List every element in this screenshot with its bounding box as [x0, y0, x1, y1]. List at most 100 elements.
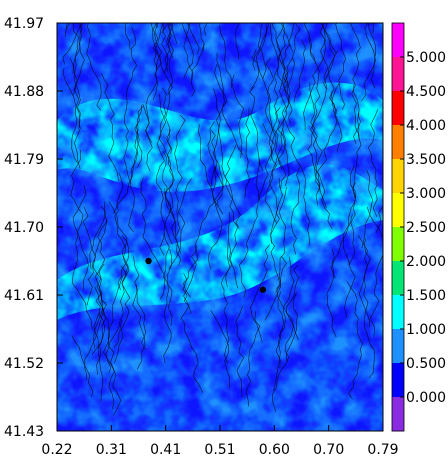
streamline [71, 335, 93, 397]
streamline [326, 248, 337, 338]
colorbar-swatch [392, 397, 404, 432]
streamline [268, 23, 284, 161]
colorbar-swatch [392, 125, 404, 160]
streamline [164, 129, 182, 254]
streamline [107, 274, 124, 410]
streamline [219, 25, 233, 88]
streamline [183, 23, 193, 81]
streamline [361, 169, 373, 249]
streamline [245, 311, 261, 407]
streamline [224, 144, 239, 289]
streamline [90, 0, 103, 15]
colorbar-swatch [392, 295, 404, 330]
streamline [123, 27, 138, 184]
streamline [257, 23, 267, 79]
colorbar-label: 4.000 [406, 118, 446, 134]
streamline [161, 23, 169, 74]
y-tick-label: 41.88 [4, 84, 44, 100]
streamline [71, 23, 83, 164]
streamline [352, 112, 362, 198]
colorbar-swatch [392, 363, 404, 398]
streamline [165, 23, 174, 154]
y-tick-label: 41.70 [4, 220, 44, 236]
streamline [170, 23, 178, 45]
streamline [335, 23, 346, 110]
streamline [290, 167, 301, 255]
colorbar-label: 0.500 [406, 356, 446, 372]
streamline [181, 23, 194, 79]
streamline [190, 43, 205, 97]
streamline [93, 201, 108, 349]
streamline [208, 130, 224, 270]
streamline [132, 256, 146, 370]
x-tick-label: 0.70 [313, 442, 344, 458]
colorbar: 5.000 4.500 4.000 3.500 3.000 2.500 2.000 1.500… [391, 22, 446, 432]
colorbar-swatch [392, 261, 404, 296]
streamline [369, 254, 383, 337]
y-axis: 41.97 41.88 41.79 41.70 41.61 41.52 41.43 [4, 16, 63, 440]
streamline [159, 151, 171, 256]
streamline [346, 281, 363, 400]
y-tick-label: 41.52 [4, 356, 44, 372]
streamline [214, 64, 244, 156]
streamline [239, 159, 261, 298]
x-tick-label: 0.60 [259, 442, 290, 458]
colorbar-label: 1.000 [406, 322, 446, 338]
data-point [259, 286, 267, 293]
streamline [250, 23, 267, 90]
streamline [183, 166, 217, 314]
streamline [307, 82, 333, 230]
streamline [78, 0, 91, 16]
x-tick-label: 0.41 [150, 442, 181, 458]
streamline [72, 23, 79, 74]
streamline [145, 23, 164, 143]
streamline [114, 265, 127, 364]
streamlines [62, 0, 383, 416]
streamline [282, 127, 290, 187]
streamline [285, 292, 298, 363]
y-tick-label: 41.43 [4, 424, 44, 440]
colorbar-swatch [392, 159, 404, 194]
x-tick-label: 0.31 [96, 442, 127, 458]
streamline [158, 94, 174, 214]
streamline [165, 23, 171, 73]
streamline [168, 178, 192, 270]
streamline [350, 23, 361, 140]
streamline [86, 218, 107, 306]
streamline [198, 124, 218, 207]
streamline [303, 23, 326, 131]
streamline [293, 39, 306, 103]
streamline [108, 201, 131, 348]
streamline [113, 105, 142, 214]
streamline [346, 0, 358, 19]
streamline [167, 248, 173, 326]
streamline [249, 86, 264, 172]
streamline [183, 245, 198, 298]
x-tick-label: 0.79 [367, 442, 398, 458]
streamline [142, 104, 153, 172]
streamline [152, 23, 162, 70]
streamline [264, 256, 287, 321]
streamline [125, 23, 131, 50]
streamline [368, 23, 377, 89]
streamline [198, 23, 205, 51]
streamline [89, 206, 107, 270]
streamline [150, 23, 173, 96]
streamline [70, 149, 89, 291]
streamline [358, 238, 371, 328]
streamline [344, 165, 356, 318]
streamline [164, 187, 182, 267]
streamline [320, 23, 329, 89]
x-axis: 0.22 0.31 0.41 0.51 0.60 0.70 0.79 [41, 425, 399, 458]
streamline [114, 173, 129, 275]
streamline [272, 23, 289, 93]
streamline [67, 0, 76, 16]
streamline [304, 23, 316, 64]
streamline [265, 119, 284, 224]
streamline [235, 306, 245, 398]
streamline [152, 23, 162, 101]
colorbar-label: 3.500 [406, 152, 446, 168]
streamline [269, 107, 281, 244]
streamline [375, 206, 383, 234]
streamline [263, 0, 282, 17]
